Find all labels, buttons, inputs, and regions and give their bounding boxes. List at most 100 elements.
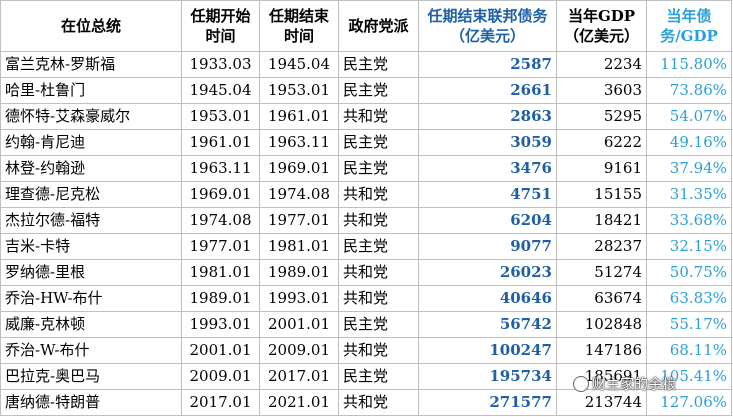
cell-debt-gdp-ratio: 68.11% (646, 337, 732, 364)
cell-term-start: 1993.01 (181, 311, 260, 338)
table-header-row: 在位总统 任期开始时间 任期结束时间 政府党派 任期结束联邦债务（亿美元） 当年… (0, 0, 732, 52)
cell-federal-debt: 2661 (418, 77, 557, 104)
cell-term-start: 2001.01 (181, 337, 260, 364)
cell-federal-debt: 3476 (418, 155, 557, 182)
cell-federal-debt: 2587 (418, 51, 557, 78)
cell-term-end: 1945.04 (259, 51, 339, 78)
table-row: 罗纳德-里根 1981.01 1989.01 共和党 26023 51274 50.75% (0, 259, 732, 286)
cell-federal-debt: 271577 (418, 389, 557, 416)
cell-gdp: 3603 (556, 77, 647, 104)
cell-debt-gdp-ratio: 55.17% (646, 311, 732, 338)
cell-term-start: 1945.04 (181, 77, 260, 104)
cell-party: 民主党 (338, 77, 419, 104)
table-row: 哈里-杜鲁门 1945.04 1953.01 民主党 2661 3603 73.86% (0, 77, 732, 104)
cell-gdp: 9161 (556, 155, 647, 182)
cell-term-start: 2009.01 (181, 363, 260, 390)
cell-debt-gdp-ratio: 105.41% (646, 363, 732, 390)
cell-federal-debt: 6204 (418, 207, 557, 234)
cell-president: 巴拉克-奥巴马 (0, 363, 182, 390)
table-row: 富兰克林-罗斯福 1933.03 1945.04 民主党 2587 2234 115.80% (0, 51, 732, 78)
cell-term-end: 1963.11 (259, 129, 339, 156)
cell-federal-debt: 3059 (418, 129, 557, 156)
cell-gdp: 18421 (556, 207, 647, 234)
cell-term-end: 2021.01 (259, 389, 339, 416)
cell-term-start: 1977.01 (181, 233, 260, 260)
cell-party: 共和党 (338, 103, 419, 130)
cell-president: 罗纳德-里根 (0, 259, 182, 286)
cell-term-end: 1969.01 (259, 155, 339, 182)
cell-term-end: 2009.01 (259, 337, 339, 364)
cell-federal-debt: 195734 (418, 363, 557, 390)
cell-term-end: 1989.01 (259, 259, 339, 286)
cell-debt-gdp-ratio: 32.15% (646, 233, 732, 260)
cell-term-start: 1963.11 (181, 155, 260, 182)
cell-debt-gdp-ratio: 127.06% (646, 389, 732, 416)
cell-term-start: 2017.01 (181, 389, 260, 416)
cell-term-end: 1974.08 (259, 181, 339, 208)
cell-term-start: 1989.01 (181, 285, 260, 312)
cell-party: 共和党 (338, 337, 419, 364)
cell-term-end: 1993.01 (259, 285, 339, 312)
cell-president: 约翰-肯尼迪 (0, 129, 182, 156)
table-row: 吉米-卡特 1977.01 1981.01 民主党 9077 28237 32.15% (0, 233, 732, 260)
cell-term-end: 2017.01 (259, 363, 339, 390)
table-row: 理查德-尼克松 1969.01 1974.08 共和党 4751 15155 31.35% (0, 181, 732, 208)
cell-term-end: 1981.01 (259, 233, 339, 260)
cell-party: 共和党 (338, 389, 419, 416)
header-term-start: 任期开始时间 (181, 0, 260, 52)
table-row: 巴拉克-奥巴马 2009.01 2017.01 民主党 195734 185691 105.… (0, 363, 732, 390)
cell-federal-debt: 4751 (418, 181, 557, 208)
header-party: 政府党派 (338, 0, 419, 52)
table-row: 乔治-W-布什 2001.01 2009.01 共和党 100247 147186 68.1… (0, 337, 732, 364)
cell-party: 民主党 (338, 51, 419, 78)
cell-gdp: 147186 (556, 337, 647, 364)
cell-term-start: 1981.01 (181, 259, 260, 286)
cell-debt-gdp-ratio: 115.80% (646, 51, 732, 78)
cell-president: 富兰克林-罗斯福 (0, 51, 182, 78)
cell-debt-gdp-ratio: 63.83% (646, 285, 732, 312)
cell-debt-gdp-ratio: 54.07% (646, 103, 732, 130)
cell-party: 民主党 (338, 155, 419, 182)
cell-term-end: 1961.01 (259, 103, 339, 130)
cell-gdp: 6222 (556, 129, 647, 156)
cell-debt-gdp-ratio: 50.75% (646, 259, 732, 286)
wechat-logo-icon (573, 376, 589, 392)
cell-federal-debt: 26023 (418, 259, 557, 286)
cell-gdp: 5295 (556, 103, 647, 130)
watermark: 财主家的余粮 (573, 374, 676, 394)
cell-president: 杰拉尔德-福特 (0, 207, 182, 234)
cell-party: 共和党 (338, 285, 419, 312)
cell-president: 吉米-卡特 (0, 233, 182, 260)
cell-term-end: 1977.01 (259, 207, 339, 234)
cell-federal-debt: 100247 (418, 337, 557, 364)
cell-gdp: 2234 (556, 51, 647, 78)
cell-gdp: 213744 (556, 389, 647, 416)
cell-party: 共和党 (338, 259, 419, 286)
cell-debt-gdp-ratio: 31.35% (646, 181, 732, 208)
table-row: 林登-约翰逊 1963.11 1969.01 民主党 3476 9161 37.94% (0, 155, 732, 182)
cell-president: 德怀特-艾森豪威尔 (0, 103, 182, 130)
cell-party: 共和党 (338, 181, 419, 208)
cell-party: 民主党 (338, 311, 419, 338)
header-debt-gdp-ratio: 当年债务/GDP (646, 0, 732, 52)
cell-federal-debt: 9077 (418, 233, 557, 260)
cell-federal-debt: 2863 (418, 103, 557, 130)
cell-gdp: 102848 (556, 311, 647, 338)
cell-federal-debt: 40646 (418, 285, 557, 312)
cell-debt-gdp-ratio: 73.86% (646, 77, 732, 104)
cell-gdp: 51274 (556, 259, 647, 286)
cell-party: 民主党 (338, 129, 419, 156)
cell-term-start: 1953.01 (181, 103, 260, 130)
cell-term-start: 1969.01 (181, 181, 260, 208)
table-row: 唐纳德-特朗普 2017.01 2021.01 共和党 271577 213744 127.… (0, 389, 732, 416)
cell-president: 林登-约翰逊 (0, 155, 182, 182)
table-row: 杰拉尔德-福特 1974.08 1977.01 共和党 6204 18421 33.68% (0, 207, 732, 234)
cell-gdp: 63674 (556, 285, 647, 312)
cell-debt-gdp-ratio: 37.94% (646, 155, 732, 182)
cell-term-end: 1953.01 (259, 77, 339, 104)
cell-gdp: 15155 (556, 181, 647, 208)
cell-debt-gdp-ratio: 49.16% (646, 129, 732, 156)
cell-gdp: 28237 (556, 233, 647, 260)
cell-president: 乔治-HW-布什 (0, 285, 182, 312)
